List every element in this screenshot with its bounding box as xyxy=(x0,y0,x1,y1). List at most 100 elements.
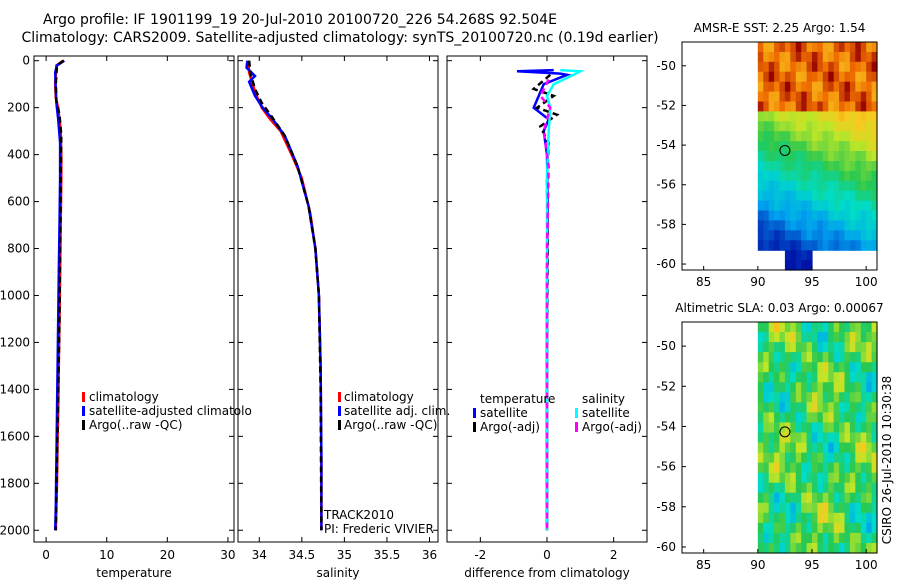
heatmap-cell xyxy=(795,432,802,444)
heatmap-cell xyxy=(757,522,764,534)
heatmap-cell xyxy=(774,342,781,353)
y-tick-label: 2000 xyxy=(0,523,30,537)
heatmap-cell xyxy=(779,462,786,474)
heatmap-cell xyxy=(844,372,851,383)
heatmap-cell xyxy=(795,462,802,474)
heatmap-cell xyxy=(790,230,797,241)
heatmap-cell xyxy=(844,210,851,221)
heatmap-cell xyxy=(844,190,851,202)
heatmap-cell xyxy=(849,332,856,343)
heatmap-cell xyxy=(839,472,846,484)
heatmap-cell xyxy=(768,462,775,474)
heatmap-cell xyxy=(763,372,770,383)
heatmap-cell xyxy=(866,91,873,103)
heatmap-cell xyxy=(757,230,764,241)
heatmap-cell xyxy=(871,240,878,251)
heatmap-cell xyxy=(866,210,873,221)
heatmap-cell xyxy=(806,121,813,132)
heatmap-cell xyxy=(855,131,862,142)
heatmap-cell xyxy=(844,91,851,103)
heatmap-cell xyxy=(774,372,781,383)
heatmap-cell xyxy=(768,121,775,132)
heatmap-cell xyxy=(768,332,775,343)
heatmap-cell xyxy=(817,382,824,393)
heatmap-cell xyxy=(801,71,808,83)
heatmap-cell xyxy=(795,502,802,514)
heatmap-cell xyxy=(795,250,802,261)
heatmap-cell xyxy=(779,61,786,73)
heatmap-cell xyxy=(855,91,862,103)
heatmap-cell xyxy=(866,352,873,363)
heatmap-cell xyxy=(855,462,862,474)
heatmap-cell xyxy=(822,482,829,494)
heatmap-cell xyxy=(839,131,846,142)
heatmap-cell xyxy=(768,322,775,333)
heatmap-cell xyxy=(817,200,824,212)
heatmap-cell xyxy=(763,42,770,53)
heatmap-cell xyxy=(768,432,775,444)
heatmap-cell xyxy=(822,543,829,554)
heatmap-cell xyxy=(768,532,775,544)
heatmap-cell xyxy=(784,402,791,413)
heatmap-cell xyxy=(795,512,802,524)
heatmap-cell xyxy=(784,240,791,251)
heatmap-cell xyxy=(866,543,873,554)
heatmap-cell xyxy=(790,432,797,444)
heatmap-cell xyxy=(871,492,878,504)
heatmap-cell xyxy=(855,200,862,212)
heatmap-cell xyxy=(839,452,846,464)
heatmap-cell xyxy=(844,512,851,524)
heatmap-cell xyxy=(855,121,862,132)
heatmap-cell xyxy=(866,452,873,464)
heatmap-cell xyxy=(860,190,867,202)
heatmap-cell xyxy=(849,402,856,413)
heatmap-cell xyxy=(817,452,824,464)
heatmap-cell xyxy=(779,121,786,132)
heatmap-cell xyxy=(790,91,797,103)
heatmap-cell xyxy=(790,322,797,333)
heatmap-cell xyxy=(768,190,775,202)
heatmap-cell xyxy=(784,61,791,73)
heatmap-cell xyxy=(757,91,764,103)
heatmap-cell xyxy=(866,131,873,142)
heatmap-cell xyxy=(828,412,835,423)
heatmap-cell xyxy=(866,81,873,93)
heatmap-cell xyxy=(768,230,775,241)
heatmap-cell xyxy=(844,81,851,93)
heatmap-cell xyxy=(779,492,786,504)
heatmap-cell xyxy=(757,452,764,464)
heatmap-cell xyxy=(860,502,867,514)
heatmap-cell xyxy=(849,342,856,353)
heatmap-cell xyxy=(784,71,791,83)
heatmap-cell xyxy=(860,322,867,333)
heatmap-cell xyxy=(871,210,878,221)
heatmap-cell xyxy=(866,170,873,182)
heatmap-cell xyxy=(828,151,835,162)
heatmap-cell xyxy=(833,543,840,554)
heatmap-cell xyxy=(812,121,818,132)
heatmap-cell xyxy=(822,452,829,464)
heatmap-cell xyxy=(817,402,824,413)
x-tick-label: 100 xyxy=(855,558,878,572)
heatmap-cell xyxy=(806,332,813,343)
heatmap-cell xyxy=(828,422,835,433)
map-title: AMSR-E SST: 2.25 Argo: 1.54 xyxy=(694,21,866,35)
heatmap-cell xyxy=(839,200,846,212)
heatmap-cell xyxy=(774,402,781,413)
x-tick-label: 35 xyxy=(337,548,352,562)
heatmap-cell xyxy=(866,151,873,162)
heatmap-cell xyxy=(784,372,791,383)
heatmap-cell xyxy=(779,532,786,544)
heatmap-cell xyxy=(784,362,791,373)
heatmap-cell xyxy=(855,362,862,373)
heatmap-cell xyxy=(828,61,835,73)
heatmap-cell xyxy=(768,170,775,182)
x-axis-label: temperature xyxy=(96,566,171,580)
heatmap-cell xyxy=(790,210,797,221)
heatmap-cell xyxy=(801,151,808,162)
heatmap-cell xyxy=(812,170,818,182)
series-line-satellite-adjusted xyxy=(245,60,323,531)
heatmap-cell xyxy=(822,42,829,53)
heatmap-cell xyxy=(817,210,824,221)
heatmap-cell xyxy=(844,170,851,182)
